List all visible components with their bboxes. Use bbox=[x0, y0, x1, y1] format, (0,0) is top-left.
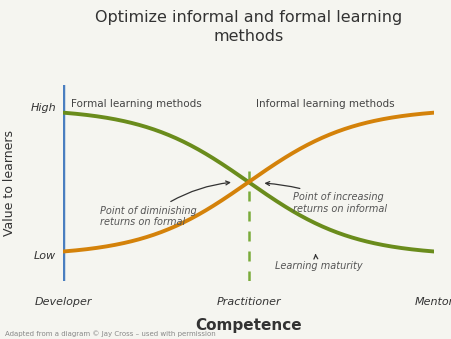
Text: Value to learners: Value to learners bbox=[3, 130, 15, 236]
Text: Competence: Competence bbox=[195, 318, 301, 333]
Text: Point of increasing
returns on informal: Point of increasing returns on informal bbox=[265, 182, 387, 214]
Text: Developer: Developer bbox=[34, 297, 92, 307]
Text: Point of diminishing
returns on formal: Point of diminishing returns on formal bbox=[100, 181, 229, 227]
Text: Learning maturity: Learning maturity bbox=[274, 255, 361, 271]
Text: Mentor: Mentor bbox=[414, 297, 451, 307]
Text: Practitioner: Practitioner bbox=[216, 297, 280, 307]
Text: Formal learning methods: Formal learning methods bbox=[70, 99, 201, 108]
Text: Low: Low bbox=[34, 251, 56, 261]
Text: Optimize informal and formal learning
methods: Optimize informal and formal learning me… bbox=[95, 10, 401, 44]
Text: High: High bbox=[30, 103, 56, 113]
Text: Adapted from a diagram © Jay Cross – used with permission: Adapted from a diagram © Jay Cross – use… bbox=[5, 331, 215, 337]
Text: Informal learning methods: Informal learning methods bbox=[255, 99, 394, 108]
